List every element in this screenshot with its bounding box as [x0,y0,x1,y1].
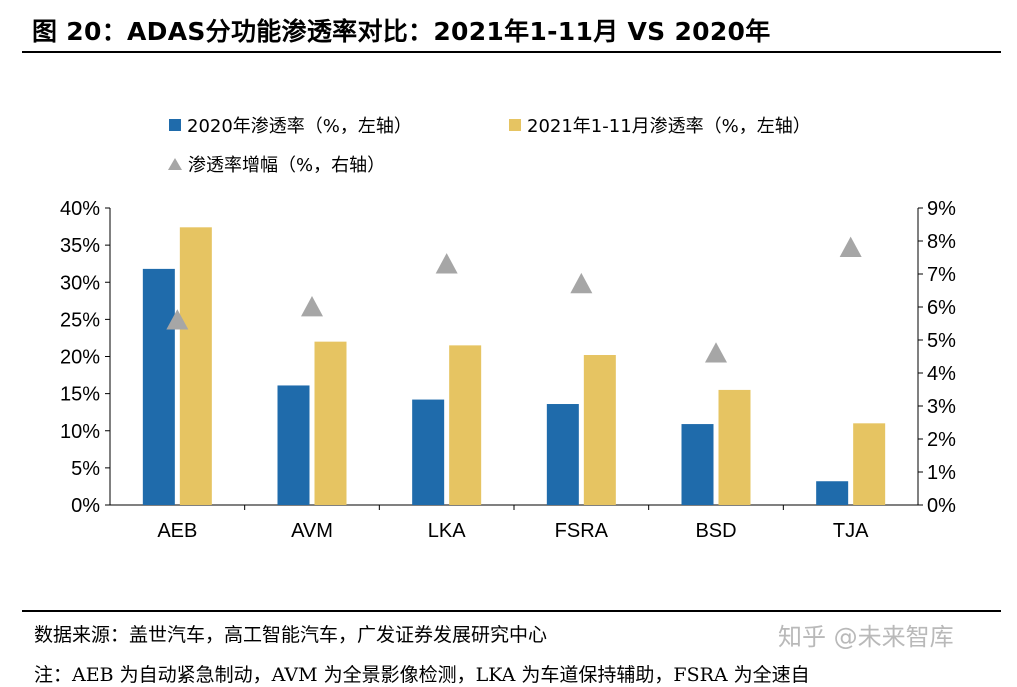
data-source: 数据来源：盖世汽车，高工智能汽车，广发证券发展研究中心 [34,624,548,646]
marker-increase-avm [301,296,323,317]
watermark-text: 知乎 @未来智库 [778,623,954,651]
marker-increase-bsd [705,342,727,363]
bar-2020-lka [412,399,445,505]
legend-item-2020: 2020年渗透率（%，左轴） [169,112,412,138]
top-rule [22,51,1001,53]
x-tick-label: LKA [428,520,466,542]
bar-2020-tja [816,481,849,505]
legend-item-increase: 渗透率增幅（%，右轴） [168,151,385,177]
y-tick-label-right: 1% [927,462,956,484]
y-tick-label-left: 20% [60,347,100,369]
bar-2021-lka [449,345,482,505]
footnote: 注：AEB 为自动紧急制动，AVM 为全景影像检测，LKA 为车道保持辅助，FS… [34,664,810,686]
y-tick-label-left: 5% [71,458,100,480]
chart-markers [166,236,862,363]
y-tick-label-right: 2% [927,429,956,451]
x-tick-label: TJA [833,520,869,542]
bar-2021-aeb [179,227,212,505]
y-tick-label-right: 5% [927,330,956,352]
legend-swatch-2020 [169,119,181,131]
y-tick-label-left: 10% [60,421,100,443]
bar-2020-fsra [546,404,579,505]
bar-2021-avm [314,341,347,505]
y-tick-label-right: 4% [927,363,956,385]
marker-increase-fsra [570,272,593,294]
y-tick-label-right: 0% [927,495,956,517]
y-tick-label-left: 40% [60,198,100,220]
legend-label-2021: 2021年1-11月渗透率（%，左轴） [527,116,811,137]
legend-label-2020: 2020年渗透率（%，左轴） [187,116,412,137]
y-tick-label-left: 25% [60,309,100,331]
y-tick-label-right: 3% [927,396,956,418]
x-tick-label: AVM [291,520,333,542]
bar-2020-aeb [142,268,175,505]
x-tick-label: BSD [695,520,736,542]
bottom-rule [22,610,1001,612]
legend-item-2021: 2021年1-11月渗透率（%，左轴） [509,112,811,138]
figure-title: 图 20：ADAS分功能渗透率对比：2021年1-11月 VS 2020年 [32,17,771,46]
y-tick-label-right: 8% [927,231,956,253]
legend-swatch-2021 [509,119,521,131]
chart-bars [142,227,886,505]
marker-increase-aeb [166,309,189,330]
chart-labels: 0% 5% 10% 15% 20% 25% 30% 35% 40% 0% 1% 2% 3% 4% 5% 6% 7… [60,198,956,542]
bar-2021-tja [853,423,886,505]
x-tick-label: AEB [157,520,197,542]
bar-2020-avm [277,385,310,505]
marker-increase-tja [839,236,862,257]
legend-label-increase: 渗透率增幅（%，右轴） [188,155,386,176]
y-tick-label-left: 0% [71,495,100,517]
y-tick-label-right: 6% [927,297,956,319]
chart-axes [105,207,923,510]
x-tick-label: FSRA [555,520,609,542]
y-tick-label-right: 7% [927,264,956,286]
y-tick-label-left: 35% [60,235,100,257]
chart-plot: 0% 5% 10% 15% 20% 25% 30% 35% 40% 0% 1% 2% 3% 4% 5% 6% 7… [60,198,956,542]
y-tick-label-left: 15% [60,384,100,406]
bar-2020-bsd [681,424,714,505]
bar-2021-fsra [583,355,616,505]
y-tick-label-right: 9% [927,198,956,220]
y-tick-label-left: 30% [60,272,100,294]
bar-2021-bsd [718,389,751,505]
legend-triangle-icon [168,158,182,170]
marker-increase-lka [435,253,458,274]
